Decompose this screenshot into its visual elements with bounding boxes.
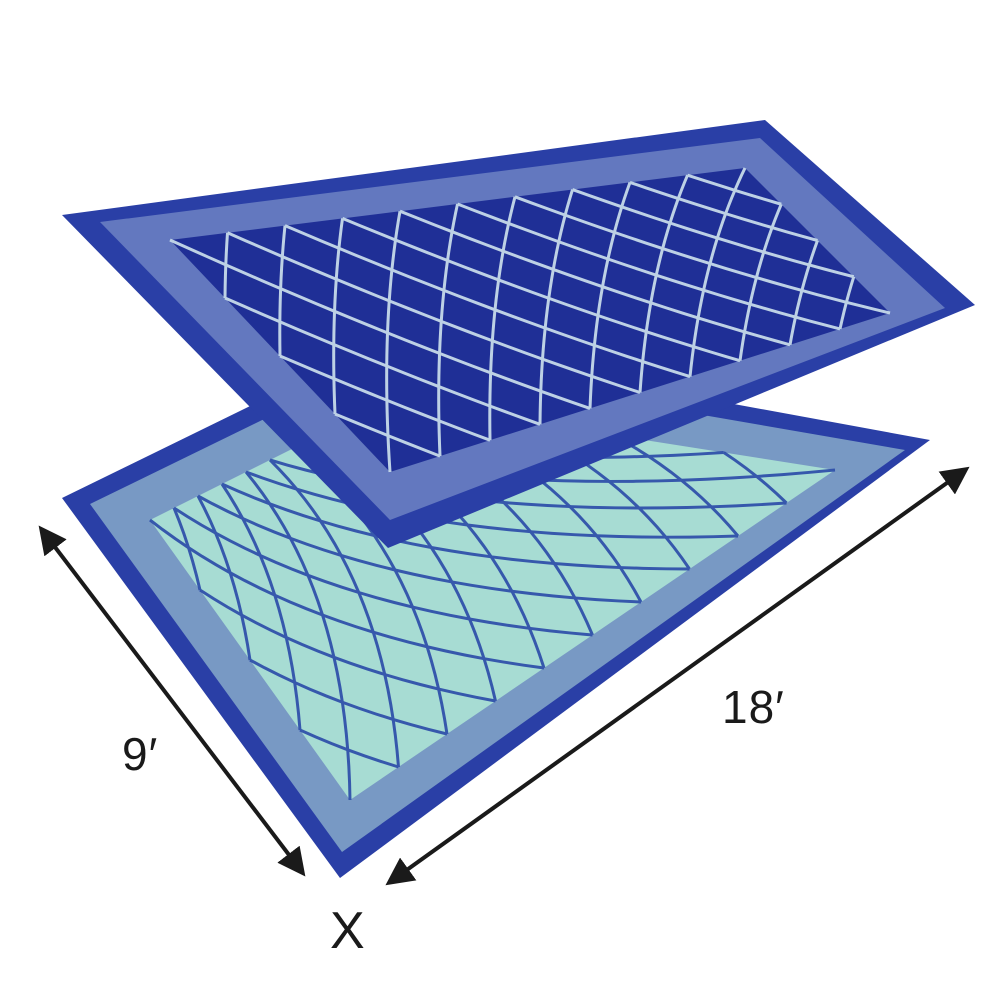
lattice-line xyxy=(437,203,459,457)
lattice-line xyxy=(588,181,632,409)
lattice-line xyxy=(629,180,818,242)
blue-mat-field xyxy=(170,168,890,472)
lattice-line xyxy=(244,471,352,801)
width-dimension-arrow xyxy=(38,525,306,877)
lattice-line xyxy=(538,189,574,425)
lattice-line xyxy=(838,276,856,330)
lattice-line xyxy=(638,174,689,393)
blue-mat xyxy=(62,120,975,548)
blue-lattice-pattern xyxy=(169,167,891,473)
lattice-line xyxy=(488,196,517,441)
lattice-line xyxy=(788,239,819,346)
dimension-separator: X xyxy=(330,902,366,960)
width-label: 9′ xyxy=(122,728,159,780)
lattice-line xyxy=(687,173,782,206)
lattice-line xyxy=(688,167,747,377)
length-label: 18′ xyxy=(722,681,785,733)
length-dimension-arrow xyxy=(385,466,970,886)
lattice-line xyxy=(385,210,402,473)
